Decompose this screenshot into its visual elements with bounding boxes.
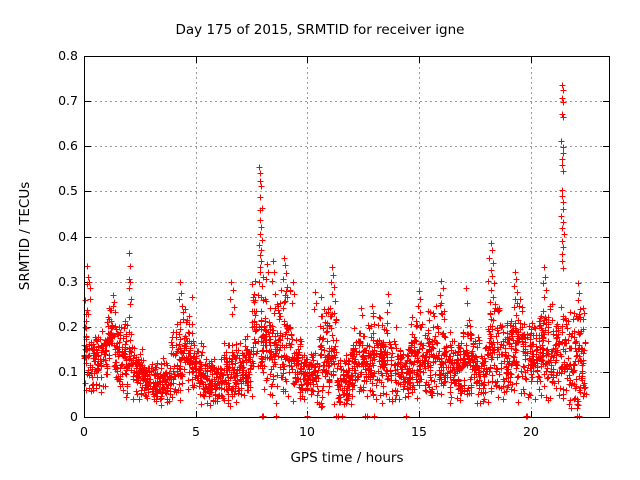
y-tick-label: 0.4: [58, 229, 78, 244]
x-tick-label: 10: [299, 424, 315, 439]
y-tick-label: 0: [70, 409, 78, 424]
y-tick-label: 0.1: [58, 364, 78, 379]
x-tick-label: 5: [192, 424, 200, 439]
y-tick-label: 0.3: [58, 274, 78, 289]
y-tick-label: 0.7: [58, 93, 78, 108]
x-tick-label: 0: [80, 424, 88, 439]
x-tick-label: 20: [523, 424, 539, 439]
scatter-points: [81, 82, 590, 420]
y-tick-label: 0.2: [58, 319, 78, 334]
y-tick-label: 0.6: [58, 138, 78, 153]
y-tick-label: 0.8: [58, 48, 78, 63]
chart-title: Day 175 of 2015, SRMTID for receiver ign…: [175, 22, 465, 38]
plot-frame: [84, 56, 610, 418]
x-tick-label: 15: [411, 424, 427, 439]
y-tick-label: 0.5: [58, 183, 78, 198]
x-axis-label: GPS time / hours: [290, 450, 404, 466]
